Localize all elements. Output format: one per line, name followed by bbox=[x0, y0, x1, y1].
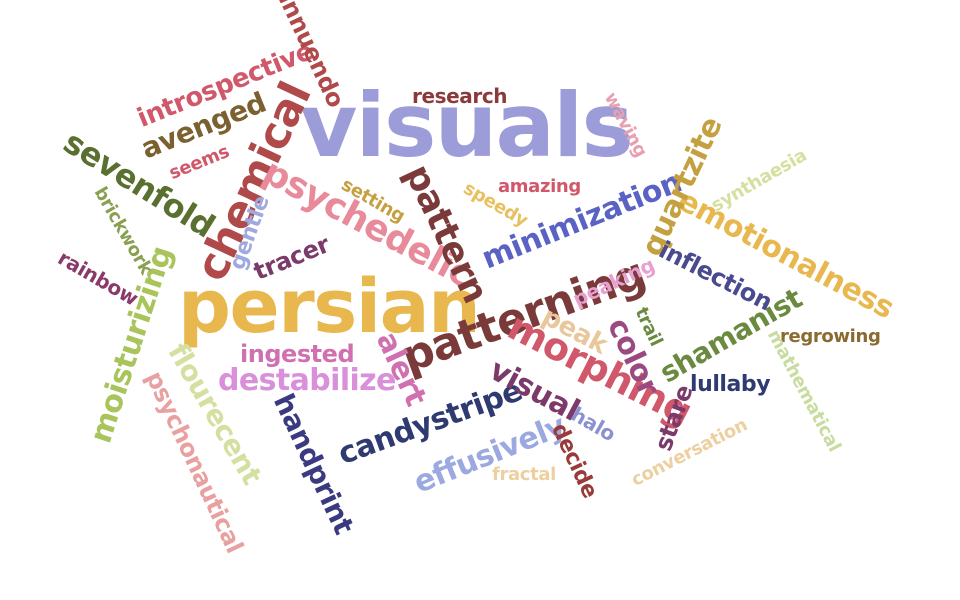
word: lullaby bbox=[690, 372, 771, 397]
word: ingested bbox=[240, 340, 355, 368]
word: persian bbox=[178, 264, 481, 350]
word: destabilize bbox=[218, 363, 396, 398]
word: fractal bbox=[492, 464, 556, 485]
word: regrowing bbox=[780, 326, 881, 347]
word: visuals bbox=[300, 74, 634, 177]
word: amazing bbox=[498, 176, 581, 197]
word: conversation bbox=[627, 414, 751, 491]
word: synthaesia bbox=[707, 144, 811, 217]
word: research bbox=[412, 84, 508, 108]
